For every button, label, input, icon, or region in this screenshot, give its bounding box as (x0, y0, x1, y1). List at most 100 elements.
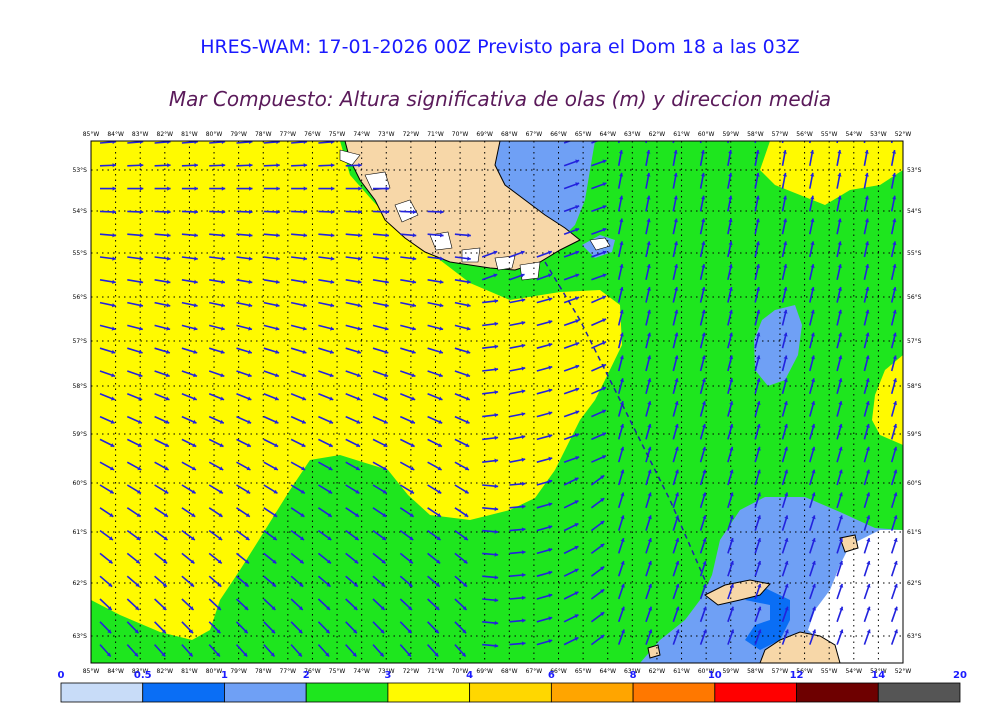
wave-arrow-head (383, 466, 388, 471)
wave-arrow-head (575, 455, 580, 461)
wave-arrow-head (674, 401, 679, 405)
wave-arrow-head (493, 273, 498, 278)
wave-arrow-head (303, 186, 308, 191)
wave-arrow-head (575, 387, 580, 392)
wave-arrow-head (548, 593, 553, 598)
latitude-label: 58°S (907, 383, 922, 390)
wave-arrow-head (602, 341, 607, 346)
wave-arrow-head (600, 589, 605, 594)
wave-arrow-head (110, 419, 115, 424)
wave-arrow-head (701, 218, 706, 223)
wave-arrow-head (755, 264, 761, 268)
wave-arrow-head (357, 303, 362, 308)
wave-arrow-head (328, 489, 333, 494)
wave-arrow-head (548, 365, 553, 370)
wave-arrow-head (111, 303, 116, 308)
wave-arrow-head (326, 559, 331, 564)
wave-arrow-head (783, 378, 788, 383)
wave-arrow-head (109, 489, 114, 494)
wave-arrow-head (381, 582, 386, 587)
wave-arrow-head (729, 469, 734, 474)
wave-arrow-head (521, 366, 526, 371)
wave-arrow-head (619, 218, 624, 223)
wave-arrow-head (602, 455, 607, 460)
wave-arrow-head (521, 389, 526, 394)
wave-arrow-head (166, 279, 171, 285)
latitude-label: 63°S (73, 633, 88, 640)
wave-arrow-head (755, 172, 760, 177)
wave-arrow-head (838, 469, 843, 474)
wave-arrow-head (866, 606, 871, 611)
wave-arrow-head (106, 652, 111, 657)
wave-arrow-head (194, 163, 198, 168)
wave-arrow-head (893, 583, 898, 588)
wave-arrow-head (331, 186, 335, 191)
wave-arrow-head (839, 583, 844, 588)
wave-arrow-head (112, 233, 116, 238)
wave-arrow-head (384, 349, 389, 354)
wave-arrow-head (135, 559, 140, 564)
wave-arrow-head (892, 218, 897, 223)
wave-arrow-head (602, 386, 607, 391)
wave-arrow-head (811, 583, 816, 588)
wave-arrow-head (355, 466, 360, 471)
wave-arrow-head (464, 489, 469, 494)
wave-arrow-head (866, 515, 871, 520)
wave-arrow-head (892, 378, 898, 383)
wave-arrow-head (137, 466, 142, 471)
wave-arrow-head (647, 515, 652, 520)
wave-arrow-head (646, 150, 651, 154)
wave-arrow-head (275, 326, 280, 331)
wave-arrow-head (439, 349, 443, 354)
wave-arrow-head (811, 423, 816, 428)
latitude-label: 59°S (907, 431, 922, 438)
wave-arrow-head (602, 182, 607, 187)
wave-arrow-head (466, 303, 471, 308)
wave-arrow-head (574, 477, 579, 482)
legend-swatch (796, 682, 879, 703)
wave-arrow-head (352, 652, 357, 657)
wave-arrow-head (574, 568, 579, 573)
longitude-label: 74°W (353, 668, 370, 675)
wave-arrow-head (410, 443, 415, 447)
no-data-area (808, 530, 903, 663)
wave-arrow-head (647, 469, 652, 474)
wave-arrow-head (602, 409, 607, 414)
wave-arrow-head (134, 629, 139, 634)
wave-arrow-head (219, 443, 224, 447)
longitude-label: 66°W (550, 131, 567, 138)
wave-arrow-head (494, 390, 499, 395)
wave-arrow-head (303, 163, 308, 168)
wave-arrow-head (164, 443, 169, 447)
wave-arrow-head (809, 150, 815, 154)
wave-arrow-head (602, 159, 607, 164)
wave-arrow-head (837, 264, 842, 268)
longitude-label: 63°W (624, 668, 641, 675)
wave-arrow-head (837, 309, 843, 314)
wave-arrow-head (521, 434, 526, 440)
wave-arrow-head (439, 279, 444, 285)
wave-arrow-head (439, 326, 444, 331)
wave-arrow-head (192, 419, 197, 424)
wave-arrow-head (246, 443, 251, 447)
wave-arrow-head (521, 320, 526, 326)
wave-area-3-4m-east (872, 355, 903, 445)
wave-arrow-head (412, 303, 416, 308)
wave-arrow-head (166, 303, 171, 308)
map-title: HRES-WAM: 17-01-2026 00Z Previsto para e… (200, 36, 800, 58)
wave-arrow-head (755, 287, 761, 291)
legend-swatch (60, 682, 144, 703)
wave-arrow-head (440, 209, 444, 215)
wave-arrow-head (729, 378, 734, 383)
wave-arrow-head (865, 355, 870, 360)
wave-arrow-head (299, 559, 304, 564)
wave-arrow-head (548, 411, 553, 416)
wave-arrow-head (164, 466, 169, 471)
wave-arrow-head (273, 489, 278, 494)
legend-swatch (632, 682, 716, 703)
wave-arrow-head (838, 378, 843, 383)
wave-arrow-head (600, 543, 605, 548)
wave-arrow-head (411, 326, 416, 331)
wave-arrow-head (494, 458, 499, 463)
wave-arrow-head (783, 423, 788, 428)
